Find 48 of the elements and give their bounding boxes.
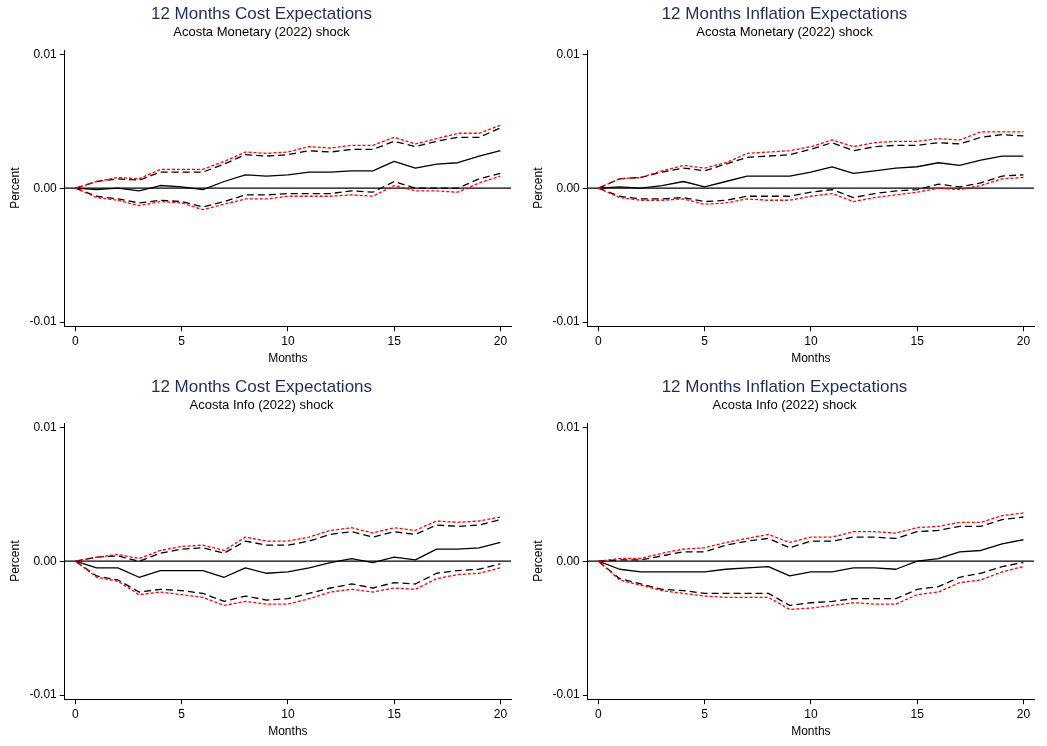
y-tick-label: 0.01 — [33, 419, 58, 434]
y-tick-label: 0.01 — [556, 419, 581, 434]
y-tick-label: 0.00 — [556, 553, 581, 568]
x-axis-title: Months — [268, 724, 308, 739]
y-tick-label: 0.00 — [33, 553, 58, 568]
y-tick-label: -0.01 — [552, 687, 581, 702]
x-tick-label: 10 — [281, 706, 295, 721]
x-tick-label: 10 — [804, 706, 818, 721]
x-axis-title: Months — [791, 724, 831, 739]
x-axis-title: Months — [791, 351, 831, 366]
x-tick-label: 5 — [701, 333, 709, 348]
y-tick-label: -0.01 — [552, 314, 581, 329]
chart-subtitle: Acosta Info (2022) shock — [711, 397, 858, 413]
y-axis-title: Percent — [530, 539, 545, 582]
x-tick-label: 0 — [595, 333, 603, 348]
chart-subtitle: Acosta Monetary (2022) shock — [695, 24, 874, 40]
x-tick-label: 0 — [72, 333, 80, 348]
x-tick-label: 20 — [1016, 333, 1031, 348]
chart-title: 12 Months Inflation Expectations — [660, 377, 909, 397]
x-tick-label: 5 — [178, 333, 186, 348]
x-tick-label: 20 — [493, 333, 508, 348]
chart-title: 12 Months Inflation Expectations — [660, 4, 909, 24]
y-tick-label: 0.01 — [556, 46, 581, 61]
x-tick-label: 10 — [804, 333, 818, 348]
chart-subtitle: Acosta Info (2022) shock — [188, 397, 335, 413]
x-tick-label: 5 — [701, 706, 709, 721]
x-tick-label: 10 — [281, 333, 295, 348]
y-tick-label: 0.00 — [33, 180, 58, 195]
y-tick-label: 0.01 — [33, 46, 58, 61]
y-tick-label: 0.00 — [556, 180, 581, 195]
x-tick-label: 15 — [910, 333, 925, 348]
x-tick-label: 5 — [178, 706, 186, 721]
y-tick-label: -0.01 — [29, 314, 58, 329]
chart-title: 12 Months Cost Expectations — [149, 4, 374, 24]
x-tick-label: 20 — [1016, 706, 1031, 721]
y-axis-title: Percent — [7, 539, 22, 582]
y-axis-title: Percent — [530, 166, 545, 209]
x-axis-title: Months — [268, 351, 308, 366]
x-tick-label: 15 — [910, 706, 925, 721]
chart-title: 12 Months Cost Expectations — [149, 377, 374, 397]
x-tick-label: 0 — [595, 706, 603, 721]
y-tick-label: -0.01 — [29, 687, 58, 702]
x-tick-label: 0 — [72, 706, 80, 721]
y-axis-title: Percent — [7, 166, 22, 209]
chart-subtitle: Acosta Monetary (2022) shock — [172, 24, 351, 40]
x-tick-label: 20 — [493, 706, 508, 721]
x-tick-label: 15 — [387, 333, 402, 348]
x-tick-label: 15 — [387, 706, 402, 721]
